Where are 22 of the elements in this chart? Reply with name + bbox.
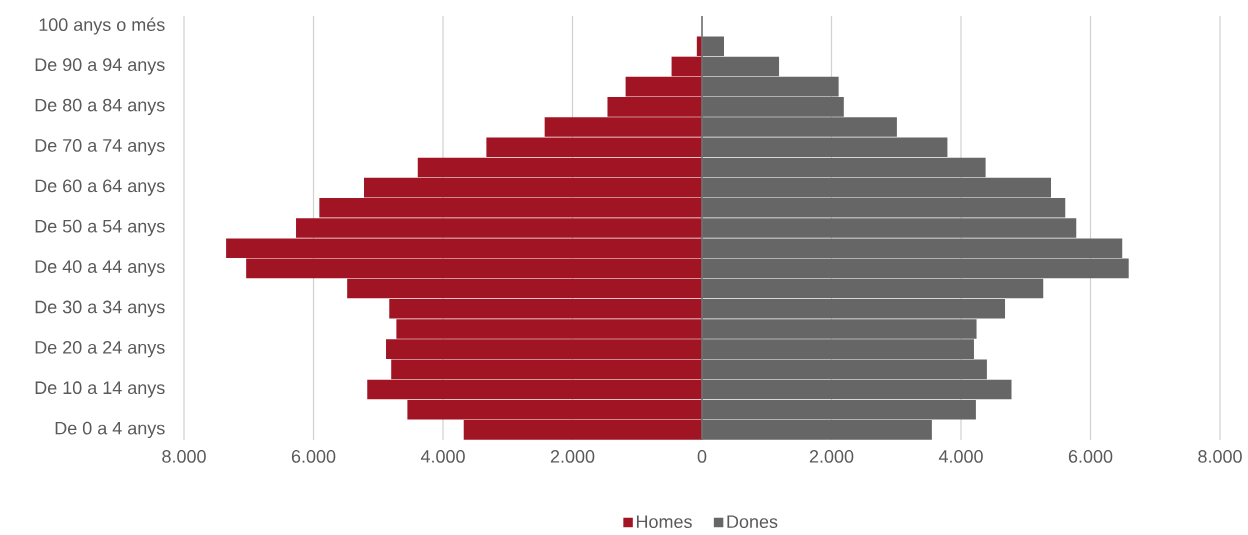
y-tick-label: De 50 a 54 anys [35, 219, 165, 237]
legend-label: Dones [727, 515, 778, 528]
y-tick-label: De 20 a 24 anys [35, 340, 165, 358]
y-tick-label: De 40 a 44 anys [35, 260, 165, 277]
x-tick-label: 4.000 [420, 449, 465, 463]
x-tick-label: 6.000 [1068, 449, 1113, 463]
x-tick-label: 8.000 [1198, 449, 1242, 463]
y-tick-label: De 0 a 4 anys [55, 421, 165, 438]
legend-label: Homes [636, 515, 692, 528]
x-tick-label: 2.000 [809, 449, 854, 463]
y-tick-label: De 70 a 74 anys [35, 138, 165, 156]
y-tick-label: De 90 a 94 anys [35, 58, 165, 75]
x-tick-label: 8.000 [162, 449, 206, 463]
y-tick-label: 100 anys o més [39, 17, 165, 35]
y-tick-label: De 30 a 34 anys [35, 300, 165, 317]
y-tick-label: De 10 a 14 anys [35, 381, 165, 398]
x-tick-label: 4.000 [938, 449, 983, 463]
x-tick-label: 2.000 [550, 449, 595, 463]
y-tick-label: De 60 a 64 anys [35, 179, 165, 196]
y-tick-label: De 80 a 84 anys [35, 98, 165, 115]
x-tick-label: 6.000 [291, 449, 336, 463]
x-tick-label: 0 [697, 449, 707, 463]
